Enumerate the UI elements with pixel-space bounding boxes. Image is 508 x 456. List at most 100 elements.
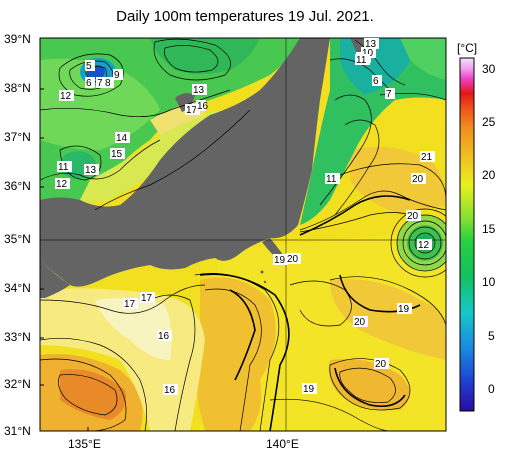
isotherm-label: 11 xyxy=(355,54,370,66)
isotherm-label: 17 xyxy=(140,292,155,304)
isotherm-label: 8 xyxy=(104,77,114,89)
colorbar-ticks: 30 25 20 15 10 5 0 xyxy=(482,62,496,396)
isotherm-label: 20 xyxy=(374,358,389,370)
isotherm-label: 13 xyxy=(364,38,379,50)
map-frame xyxy=(39,37,447,432)
isotherm-label: 7 xyxy=(385,88,395,100)
svg-text:19: 19 xyxy=(398,304,410,315)
svg-text:10: 10 xyxy=(362,48,374,59)
isotherm-label: 6 xyxy=(85,77,95,89)
isotherm-label: 20 xyxy=(406,210,421,222)
svg-text:20: 20 xyxy=(354,317,366,328)
longitude-axis: 135°E 140°E xyxy=(68,437,299,451)
svg-text:7: 7 xyxy=(386,89,392,100)
isotherm-label: 16 xyxy=(196,100,209,112)
svg-text:13: 13 xyxy=(193,85,205,96)
svg-text:16: 16 xyxy=(197,101,209,112)
svg-text:9: 9 xyxy=(114,70,120,81)
svg-text:13: 13 xyxy=(85,165,97,176)
svg-text:19: 19 xyxy=(303,384,315,395)
lon-label-135: 135°E xyxy=(68,437,101,451)
lat-label-33: 33°N xyxy=(4,330,31,344)
svg-text:14: 14 xyxy=(116,133,128,144)
isotherm-label: 6 xyxy=(372,75,382,87)
isotherm-label: 16 xyxy=(157,330,172,342)
svg-text:11: 11 xyxy=(58,162,69,173)
isotherm-labels: 5 6 7 8 9 12 13 17 16 14 15 11 12 13 12 … xyxy=(55,38,435,396)
colorbar-tick-5: 5 xyxy=(488,329,495,343)
colorbar-tick-15: 15 xyxy=(482,222,496,236)
isotherm-label: 12 xyxy=(55,178,70,190)
isotherm-label: 20 xyxy=(353,316,368,328)
map-field xyxy=(40,38,446,431)
isotherm-label: 7 xyxy=(96,77,106,89)
svg-text:17: 17 xyxy=(141,293,153,304)
svg-text:20: 20 xyxy=(287,254,299,265)
colorbar-tick-25: 25 xyxy=(482,115,496,129)
svg-text:6: 6 xyxy=(373,76,379,87)
svg-text:11: 11 xyxy=(356,55,367,66)
svg-text:12: 12 xyxy=(56,179,68,190)
svg-text:20: 20 xyxy=(412,174,424,185)
lat-label-36: 36°N xyxy=(4,179,31,193)
colorbar-tick-20: 20 xyxy=(482,168,496,182)
isotherm-label: 20 xyxy=(286,253,301,265)
svg-text:19: 19 xyxy=(274,255,286,266)
svg-text:7: 7 xyxy=(97,78,103,89)
lat-label-31: 31°N xyxy=(4,424,31,438)
isotherm-label: 19 xyxy=(302,383,317,395)
isotherm-label: 11 xyxy=(57,161,72,173)
isotherm-label: 14 xyxy=(115,132,130,144)
svg-text:20: 20 xyxy=(407,211,419,222)
colorbar-tick-0: 0 xyxy=(488,382,495,396)
colorbar-gradient xyxy=(459,57,475,412)
isotherm-label: 15 xyxy=(110,148,125,160)
japan-land xyxy=(40,38,330,287)
colorbar: [°C] 30 25 20 15 10 5 0 xyxy=(457,41,496,412)
lat-label-35: 35°N xyxy=(4,232,31,246)
svg-text:20: 20 xyxy=(375,359,387,370)
svg-text:15: 15 xyxy=(111,149,123,160)
svg-text:8: 8 xyxy=(105,78,111,89)
lat-label-38: 38°N xyxy=(4,81,31,95)
map-title: Daily 100m temperatures 19 Jul. 2021. xyxy=(116,8,374,25)
isotherm-label: 12 xyxy=(59,90,74,102)
isotherm-label: 17 xyxy=(185,104,200,116)
svg-text:12: 12 xyxy=(60,91,72,102)
isotherm-label: 21 xyxy=(420,151,435,163)
svg-text:12: 12 xyxy=(418,240,430,251)
svg-text:13: 13 xyxy=(365,39,377,50)
svg-text:11: 11 xyxy=(326,174,337,185)
isotherm-label: 11 xyxy=(325,173,340,185)
isotherm-label: 13 xyxy=(192,84,207,96)
svg-text:16: 16 xyxy=(164,385,176,396)
svg-text:5: 5 xyxy=(86,61,92,72)
colorbar-tick-30: 30 xyxy=(482,62,496,76)
isotherm-label: 10 xyxy=(361,47,376,59)
colorbar-tick-10: 10 xyxy=(482,275,496,289)
lat-label-39: 39°N xyxy=(4,32,31,46)
lat-label-32: 32°N xyxy=(4,377,31,391)
isotherm-label: 16 xyxy=(163,384,178,396)
lat-label-37: 37°N xyxy=(4,130,31,144)
warm-patch-center xyxy=(196,277,276,431)
axis-ticks xyxy=(40,88,89,431)
svg-text:17: 17 xyxy=(186,105,198,116)
svg-text:21: 21 xyxy=(421,152,433,163)
colorbar-unit: [°C] xyxy=(457,41,477,55)
isotherm-label: 19 xyxy=(397,303,412,315)
isotherm-label: 19 xyxy=(273,254,288,266)
isotherm-label: 12 xyxy=(417,239,432,251)
lon-label-140: 140°E xyxy=(266,437,299,451)
latitude-axis: 39°N 38°N 37°N 36°N 35°N 34°N 33°N 32°N … xyxy=(4,32,31,438)
svg-text:6: 6 xyxy=(86,78,92,89)
isotherm-label: 9 xyxy=(113,69,123,81)
lat-label-34: 34°N xyxy=(4,281,31,295)
svg-text:17: 17 xyxy=(124,299,136,310)
svg-text:16: 16 xyxy=(158,331,170,342)
isotherm-label: 17 xyxy=(123,298,138,310)
isotherm-label: 13 xyxy=(84,164,99,176)
isotherm-label: 5 xyxy=(85,60,95,72)
isotherm-label: 20 xyxy=(411,173,426,185)
